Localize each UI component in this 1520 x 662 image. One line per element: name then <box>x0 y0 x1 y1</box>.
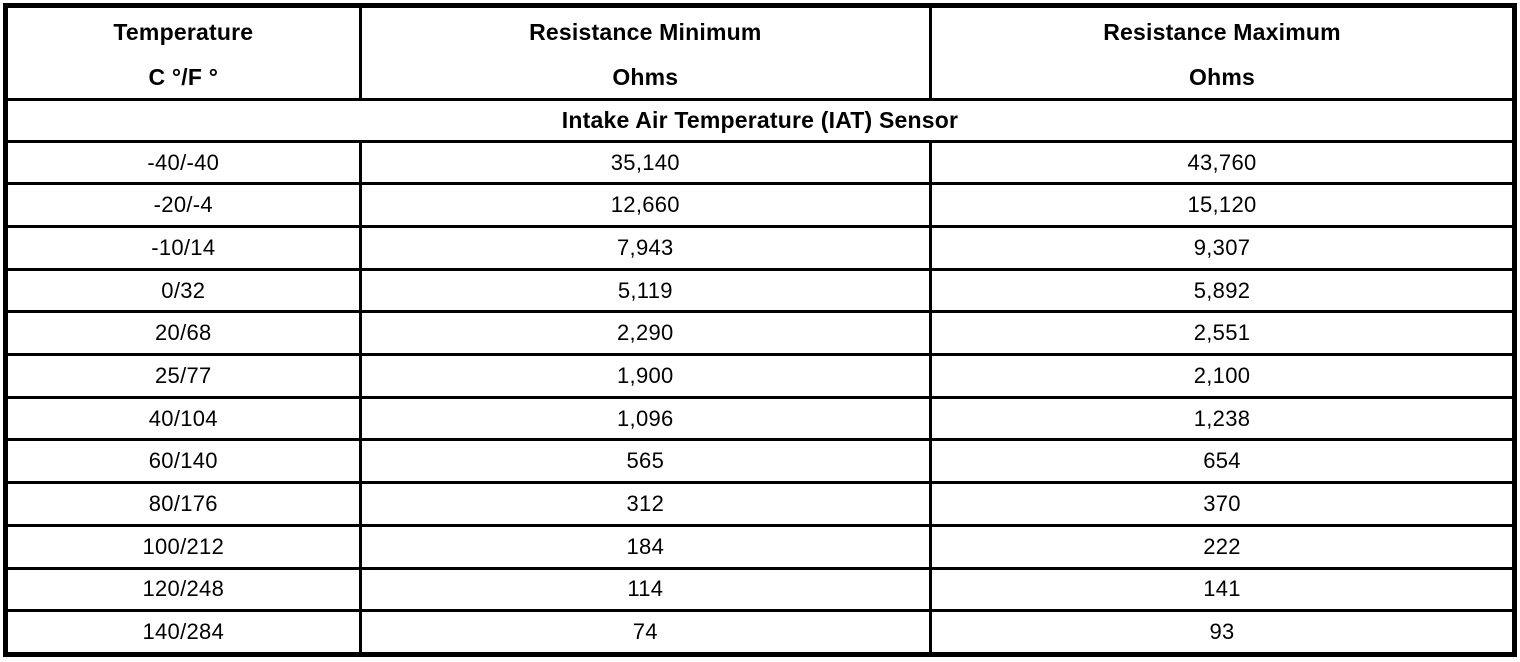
table-row: 140/284 74 93 <box>4 609 1516 656</box>
cell-temperature: 120/248 <box>4 566 362 613</box>
cell-resistance-max: 93 <box>929 609 1516 656</box>
cell-resistance-max: 141 <box>929 566 1516 613</box>
column-subtitle-resistance-maximum-units: Ohms <box>1189 63 1255 90</box>
table-row: 60/140 565 654 <box>4 438 1516 485</box>
cell-resistance-max: 370 <box>929 481 1516 527</box>
table-row: 120/248 114 141 <box>4 566 1516 613</box>
cell-temperature: 25/77 <box>4 353 362 399</box>
table-row: 100/212 184 222 <box>4 523 1516 570</box>
cell-temperature: 20/68 <box>4 310 362 357</box>
column-subtitle-temperature-units: C °/F ° <box>148 63 219 90</box>
cell-resistance-max: 222 <box>929 523 1516 570</box>
cell-resistance-max: 5,892 <box>929 267 1516 314</box>
table-row: 80/176 312 370 <box>4 481 1516 527</box>
cell-resistance-min: 5,119 <box>358 267 933 314</box>
table-row: 20/68 2,290 2,551 <box>4 310 1516 357</box>
table-row: -40/-40 35,140 43,760 <box>4 139 1516 186</box>
table-row: -20/-4 12,660 15,120 <box>4 182 1516 229</box>
cell-resistance-min: 7,943 <box>358 225 933 271</box>
cell-temperature: -40/-40 <box>4 139 362 186</box>
header-cell-inner: Temperature C °/F ° <box>8 9 357 97</box>
cell-temperature: -20/-4 <box>4 182 362 229</box>
cell-resistance-max: 1,238 <box>929 395 1516 442</box>
cell-resistance-min: 184 <box>358 523 933 570</box>
column-header-resistance-minimum: Resistance Minimum Ohms <box>358 4 933 101</box>
cell-resistance-min: 312 <box>358 481 933 527</box>
cell-temperature: 140/284 <box>4 609 362 656</box>
column-subtitle-resistance-minimum-units: Ohms <box>612 63 679 90</box>
table-row: 0/32 5,119 5,892 <box>4 267 1516 314</box>
header-row: Temperature C °/F ° Resistance Minimum O… <box>4 4 1516 101</box>
column-header-resistance-maximum: Resistance Maximum Ohms <box>929 4 1516 101</box>
cell-resistance-min: 74 <box>358 609 933 656</box>
section-title: Intake Air Temperature (IAT) Sensor <box>4 98 1516 143</box>
cell-resistance-min: 1,900 <box>358 353 933 399</box>
cell-temperature: 80/176 <box>4 481 362 527</box>
section-row: Intake Air Temperature (IAT) Sensor <box>4 98 1516 143</box>
cell-resistance-max: 2,100 <box>929 353 1516 399</box>
cell-temperature: 100/212 <box>4 523 362 570</box>
cell-resistance-max: 15,120 <box>929 182 1516 229</box>
cell-resistance-min: 2,290 <box>358 310 933 357</box>
cell-resistance-max: 2,551 <box>929 310 1516 357</box>
header-cell-inner: Resistance Maximum Ohms <box>934 9 1512 97</box>
column-title-resistance-maximum: Resistance Maximum <box>1103 19 1341 45</box>
table-row: 25/77 1,900 2,100 <box>4 353 1516 399</box>
table-row: -10/14 7,943 9,307 <box>4 225 1516 271</box>
column-title-temperature: Temperature <box>113 19 254 45</box>
cell-resistance-min: 1,096 <box>358 395 933 442</box>
cell-resistance-min: 114 <box>358 566 933 613</box>
cell-resistance-max: 654 <box>929 438 1516 485</box>
cell-resistance-min: 565 <box>358 438 933 485</box>
cell-temperature: 0/32 <box>4 267 362 314</box>
iat-sensor-resistance-table: Temperature C °/F ° Resistance Minimum O… <box>3 3 1517 657</box>
cell-resistance-min: 12,660 <box>358 182 933 229</box>
cell-temperature: -10/14 <box>4 225 362 271</box>
cell-temperature: 40/104 <box>4 395 362 442</box>
cell-resistance-min: 35,140 <box>358 139 933 186</box>
cell-temperature: 60/140 <box>4 438 362 485</box>
column-title-resistance-minimum: Resistance Minimum <box>529 19 762 45</box>
cell-resistance-max: 9,307 <box>929 225 1516 271</box>
table-row: 40/104 1,096 1,238 <box>4 395 1516 442</box>
column-header-temperature: Temperature C °/F ° <box>4 4 362 101</box>
cell-resistance-max: 43,760 <box>929 139 1516 186</box>
header-cell-inner: Resistance Minimum Ohms <box>363 9 927 97</box>
